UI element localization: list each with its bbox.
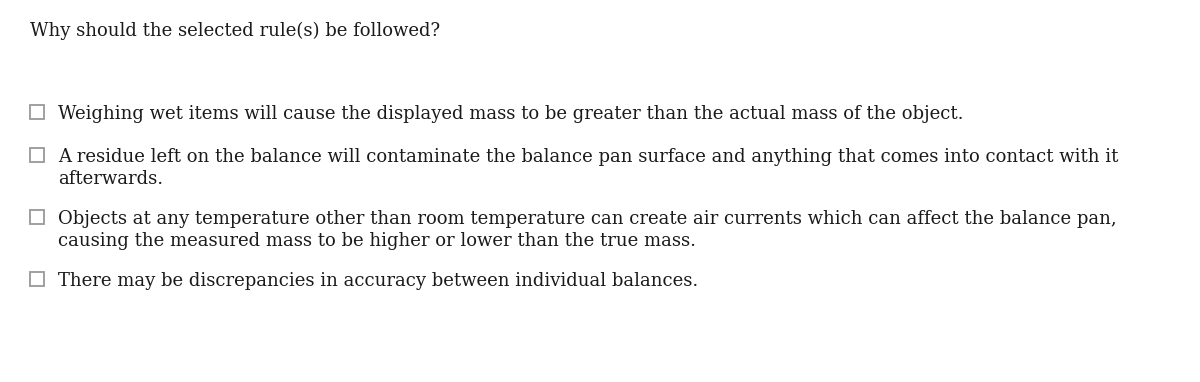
Bar [30,148,44,162]
Text: afterwards.: afterwards. [58,170,163,188]
Text: A residue left on the balance will contaminate the balance pan surface and anyth: A residue left on the balance will conta… [58,148,1118,166]
Bar [30,272,44,286]
Text: Why should the selected rule(s) be followed?: Why should the selected rule(s) be follo… [30,22,440,40]
Bar [30,210,44,224]
Text: causing the measured mass to be higher or lower than the true mass.: causing the measured mass to be higher o… [58,232,696,250]
Text: Weighing wet items will cause the displayed mass to be greater than the actual m: Weighing wet items will cause the displa… [58,105,964,123]
Text: Objects at any temperature other than room temperature can create air currents w: Objects at any temperature other than ro… [58,210,1117,228]
Bar [30,105,44,119]
Text: There may be discrepancies in accuracy between individual balances.: There may be discrepancies in accuracy b… [58,272,698,290]
